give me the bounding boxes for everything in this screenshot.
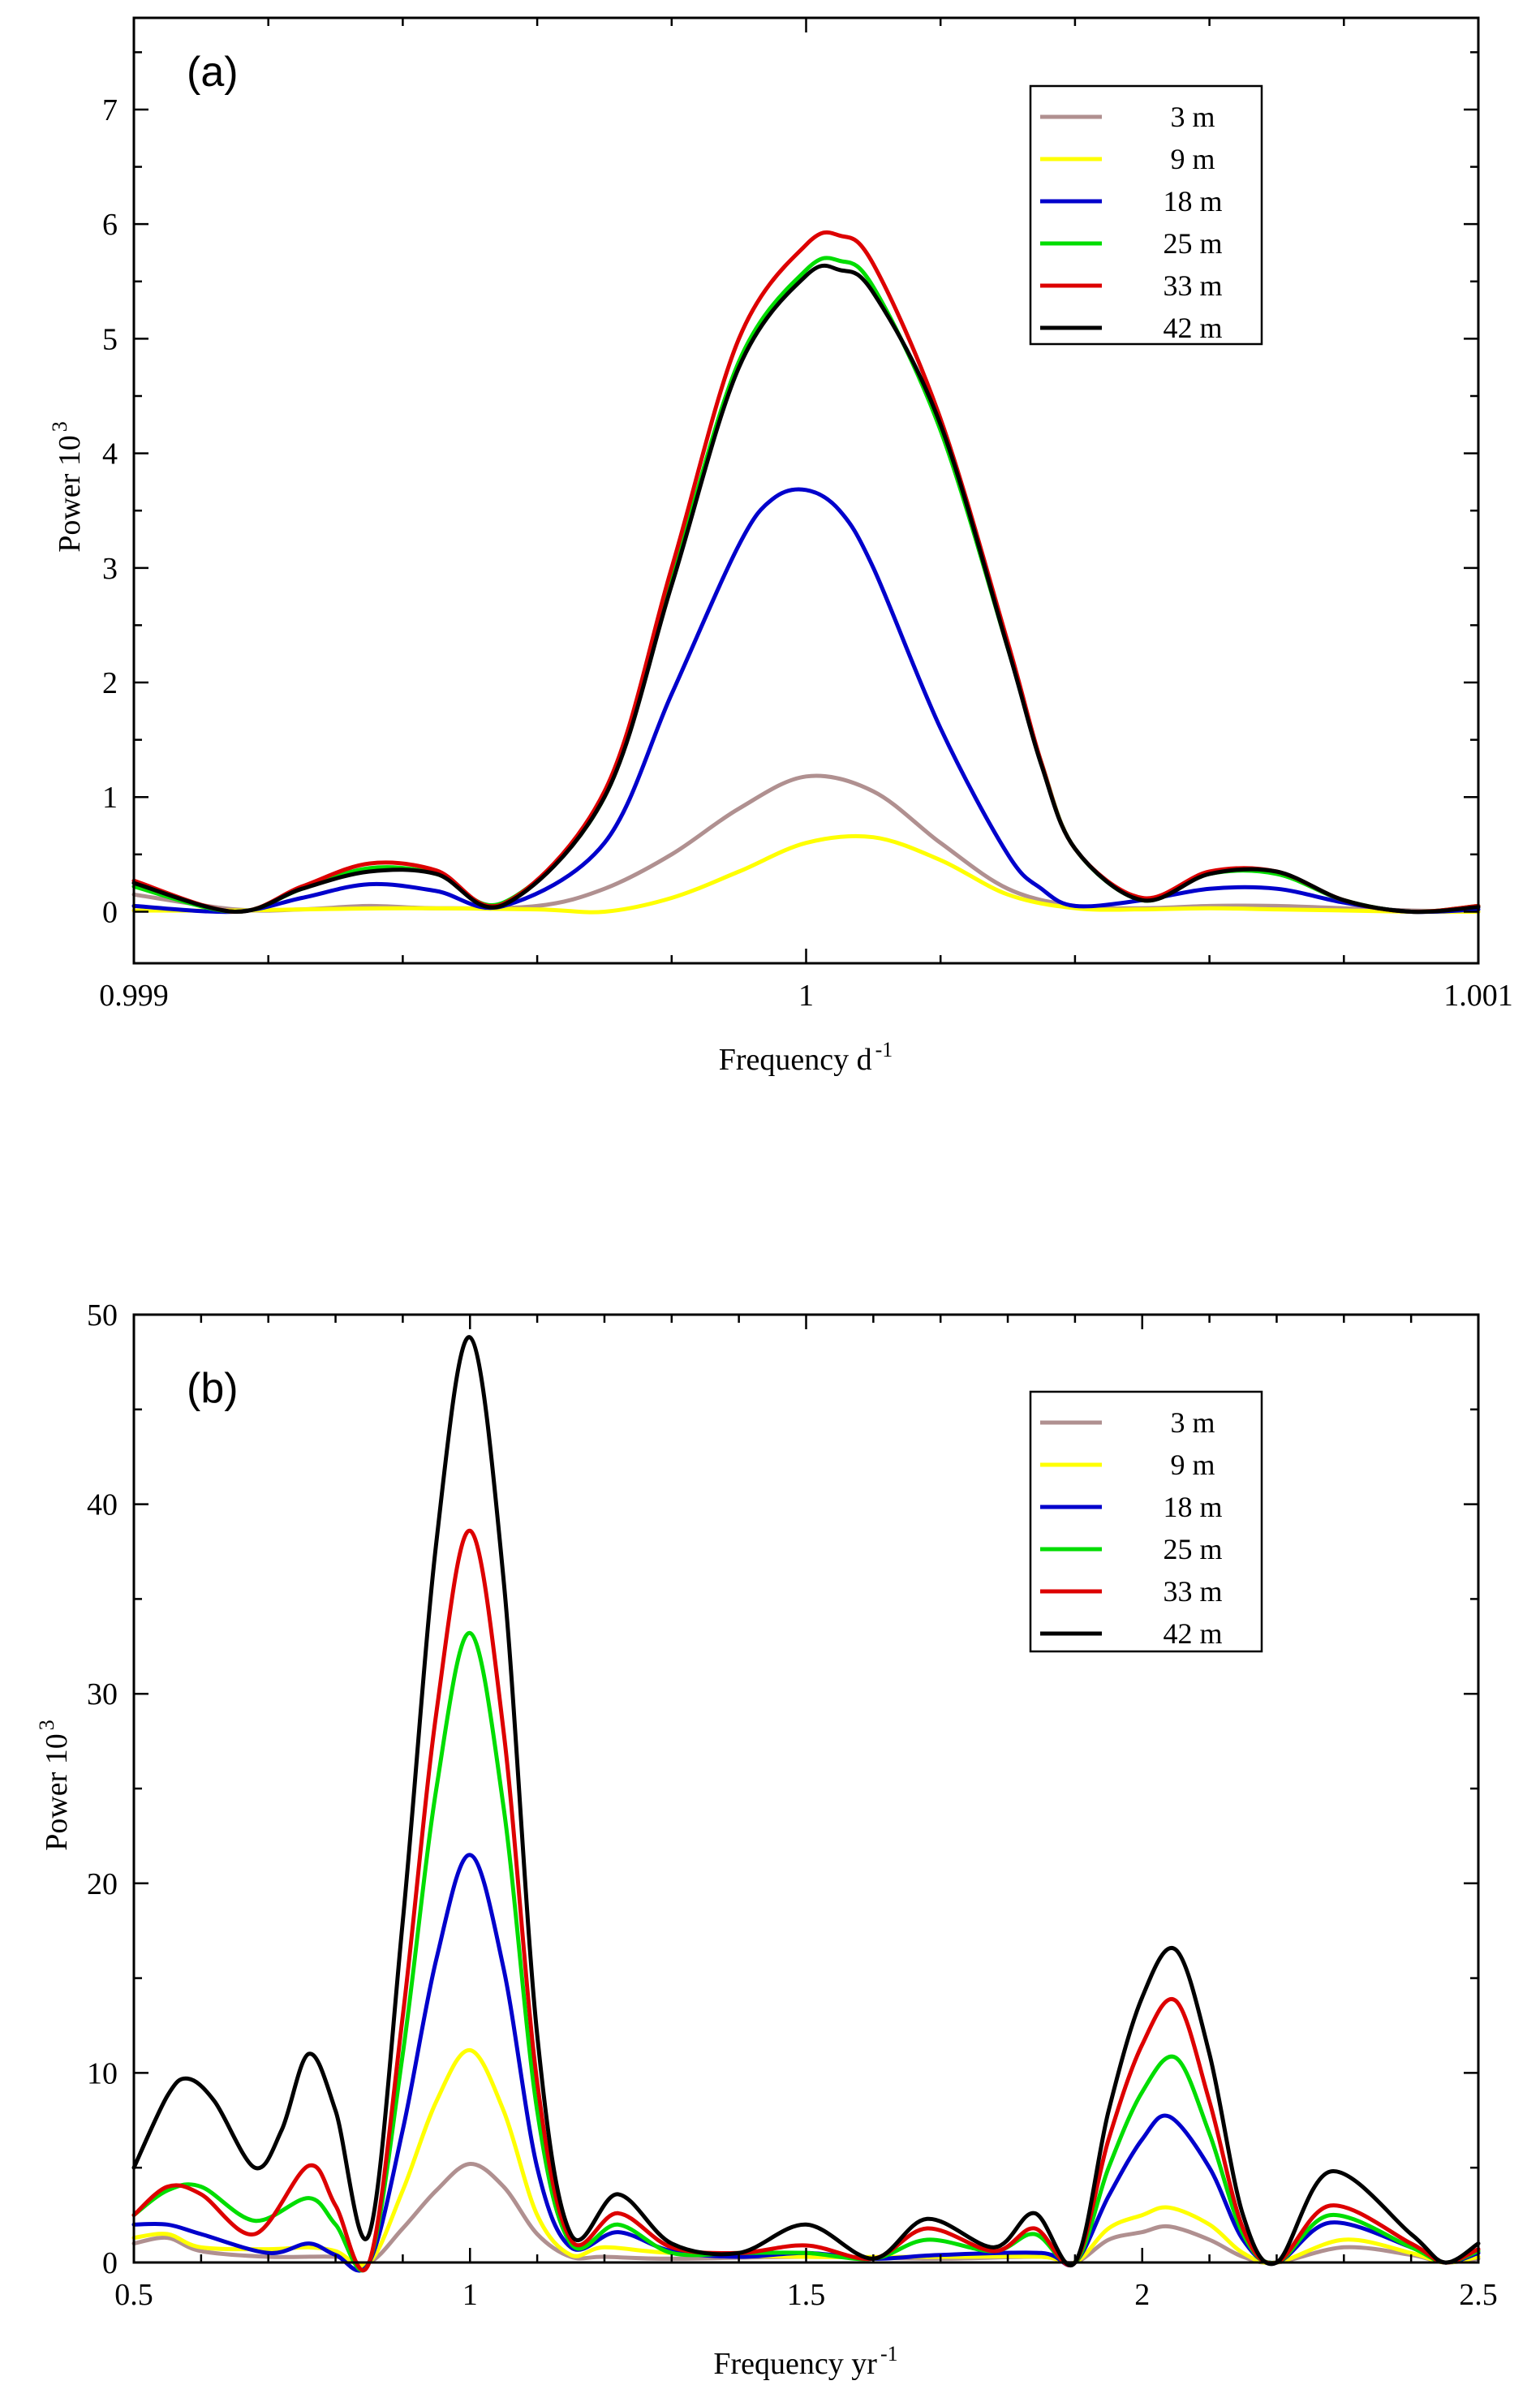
panel-b-legend-label: 18 m: [1163, 1491, 1222, 1523]
panel-b-y-axis-title: Power 10 3: [35, 1720, 74, 1851]
panel-a-legend: 3 m 9 m 18 m 25 m 33 m 42 m: [1029, 84, 1263, 346]
panel-a-legend-items: 3 m 9 m 18 m 25 m 33 m 42 m: [1040, 101, 1223, 344]
panel-b-y-tick-label: 30: [87, 1677, 118, 1711]
panel-a-y-tick-label: 1: [102, 781, 118, 815]
panel-b-y-tick-label: 10: [87, 2056, 118, 2090]
panel-a-y-tick-label: 0: [102, 895, 118, 929]
panel-a-legend-label: 18 m: [1163, 185, 1222, 217]
panel-a-y-tick-label: 3: [102, 552, 118, 586]
panel-a-series: [131, 230, 1481, 915]
panel-a-legend-label: 33 m: [1163, 269, 1222, 302]
svg-text:Frequency yr-1: Frequency yr -1: [713, 2342, 897, 2381]
panel-b-tag: (b): [187, 1365, 239, 1412]
panel-a-ticks: 0.999 1 1.001 0 1 2 3 4 5 6 7: [99, 18, 1513, 1013]
panel-a-legend-label: 9 m: [1170, 143, 1215, 175]
panel-a-x-axis-label-sup: -1: [875, 1038, 893, 1061]
panel-b-legend-label: 33 m: [1163, 1575, 1222, 1608]
panel-b-y-axis-label-sup: 3: [35, 1720, 58, 1730]
panel-a-series-33m: [131, 230, 1481, 915]
panel-a-series-18m: [131, 487, 1481, 915]
svg-text:Power 103: Power 10 3: [48, 421, 87, 553]
panel-a-y-axis-title: Power 10 3: [48, 421, 87, 553]
panel-b-y-tick-label: 0: [102, 2246, 118, 2280]
panel-a-y-axis-label: Power 10: [53, 435, 87, 553]
panel-b-x-axis-label: Frequency yr: [713, 2347, 877, 2381]
panel-b-legend-items: 3 m 9 m 18 m 25 m 33 m 42 m: [1040, 1406, 1223, 1650]
panel-b-series: [131, 1335, 1481, 2273]
panel-a-y-tick-label: 4: [102, 437, 118, 471]
panel-a-x-axis-label: Frequency d: [719, 1043, 872, 1077]
panel-b-series-33m: [131, 1528, 1481, 2273]
panel-a-legend-label: 42 m: [1163, 312, 1222, 344]
panel-b-legend-label: 3 m: [1170, 1406, 1215, 1439]
panel-a-x-tick-label: 0.999: [99, 979, 169, 1013]
panel-b-legend-label: 25 m: [1163, 1533, 1222, 1565]
panel-b-series-42m: [131, 1335, 1481, 2267]
panel-b-x-tick-label: 2: [1134, 2278, 1150, 2312]
panel-a-y-tick-label: 2: [102, 666, 118, 700]
panel-a-y-tick-label: 5: [102, 322, 118, 356]
panel-b-x-axis-title: Frequency yr -1: [713, 2342, 897, 2381]
panel-b-x-axis-label-sup: -1: [880, 2342, 898, 2366]
panel-a-y-axis-label-sup: 3: [48, 421, 71, 432]
panel-a-x-tick-label: 1.001: [1443, 979, 1513, 1013]
panel-a-legend-box: [1029, 84, 1263, 346]
svg-text:Frequency d-1: Frequency d -1: [719, 1038, 893, 1077]
panel-b: 0.5 1 1.5 2 2.5 0 10 20 30 40 50 (b) 3 m 9 m 18 m 25 …: [35, 1298, 1498, 2381]
panel-b-ticks: 0.5 1 1.5 2 2.5 0 10 20 30 40 50: [87, 1298, 1498, 2312]
panel-b-y-axis-label: Power 10: [40, 1733, 74, 1851]
panel-a-legend-label: 3 m: [1170, 101, 1215, 133]
panel-b-legend: 3 m 9 m 18 m 25 m 33 m 42 m: [1029, 1390, 1263, 1653]
panel-a-series-3m: [131, 773, 1481, 914]
svg-text:Power 103: Power 10 3: [35, 1720, 74, 1851]
panel-b-plot-frame: [132, 1313, 1480, 2264]
panel-b-series-25m: [131, 1630, 1481, 2273]
panel-a-x-axis-title: Frequency d -1: [719, 1038, 893, 1077]
panel-b-y-tick-label: 50: [87, 1298, 118, 1332]
panel-a-series-25m: [131, 256, 1481, 915]
panel-b-y-tick-label: 20: [87, 1867, 118, 1901]
panel-b-legend-label: 42 m: [1163, 1617, 1222, 1650]
panel-b-x-tick-label: 1: [462, 2278, 478, 2312]
panel-a-tag: (a): [187, 49, 239, 96]
panel-a-y-tick-label: 7: [102, 93, 118, 127]
panel-b-series-9m: [131, 2047, 1481, 2268]
panel-a-legend-label: 25 m: [1163, 227, 1222, 260]
panel-a-x-tick-label: 1: [798, 979, 814, 1013]
panel-b-x-tick-label: 0.5: [114, 2278, 153, 2312]
panel-b-x-tick-label: 1.5: [787, 2278, 826, 2312]
panel-a-series-9m: [131, 833, 1481, 915]
panel-b-legend-label: 9 m: [1170, 1449, 1215, 1481]
panel-b-legend-box: [1029, 1390, 1263, 1653]
panel-a-series-42m: [131, 263, 1481, 915]
panel-a-y-tick-label: 6: [102, 208, 118, 242]
panel-b-x-tick-label: 2.5: [1459, 2278, 1498, 2312]
panel-b-y-tick-label: 40: [87, 1488, 118, 1522]
